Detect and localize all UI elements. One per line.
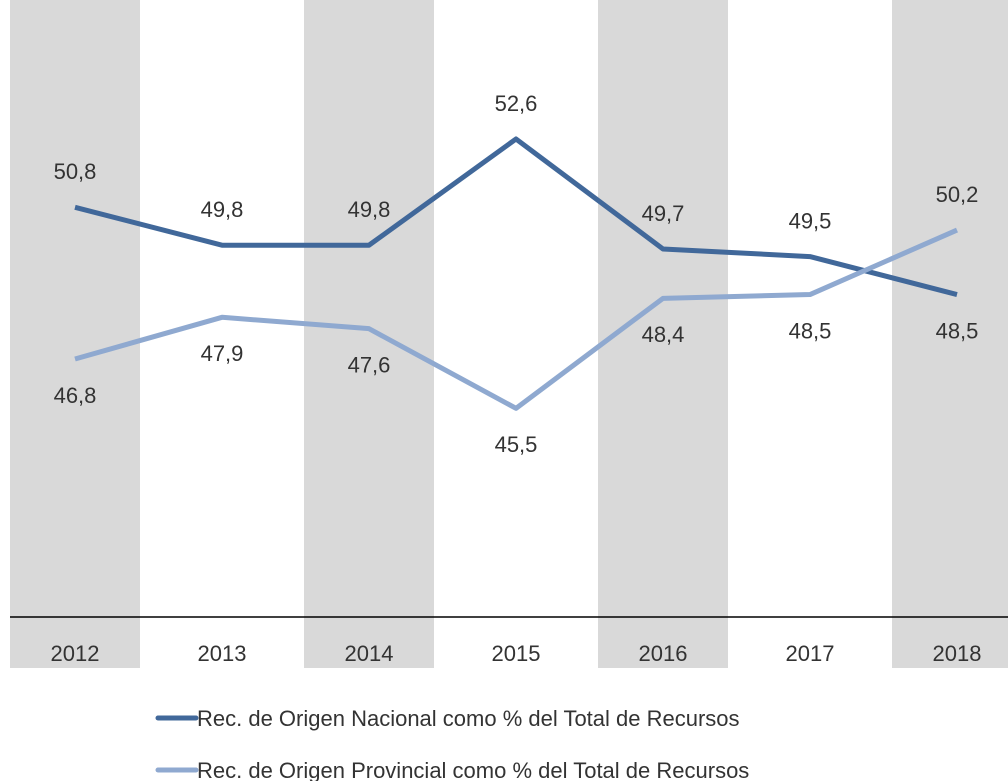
legend-label: Rec. de Origen Provincial como % del Tot… [197,758,749,781]
band [10,0,140,668]
legend-label: Rec. de Origen Nacional como % del Total… [197,706,740,731]
band [598,0,728,668]
data-label: 48,5 [789,318,832,343]
x-tick-label: 2012 [51,641,100,666]
data-label: 48,4 [642,322,685,347]
band [892,0,1008,668]
data-label: 47,9 [201,341,244,366]
data-label: 50,2 [936,182,979,207]
data-label: 49,5 [789,208,832,233]
data-label: 48,5 [936,318,979,343]
x-tick-label: 2015 [492,641,541,666]
band [304,0,434,668]
x-tick-label: 2016 [639,641,688,666]
series-line [74,136,958,297]
data-label: 49,8 [201,197,244,222]
data-label: 47,6 [348,352,391,377]
data-label: 52,6 [495,91,538,116]
x-tick-label: 2017 [786,641,835,666]
data-label: 46,8 [54,383,97,408]
data-label: 49,7 [642,201,685,226]
data-label: 49,8 [348,197,391,222]
x-tick-label: 2014 [345,641,394,666]
data-label: 45,5 [495,432,538,457]
x-tick-label: 2013 [198,641,247,666]
data-label: 50,8 [54,159,97,184]
x-tick-label: 2018 [933,641,982,666]
series-line [74,227,959,411]
